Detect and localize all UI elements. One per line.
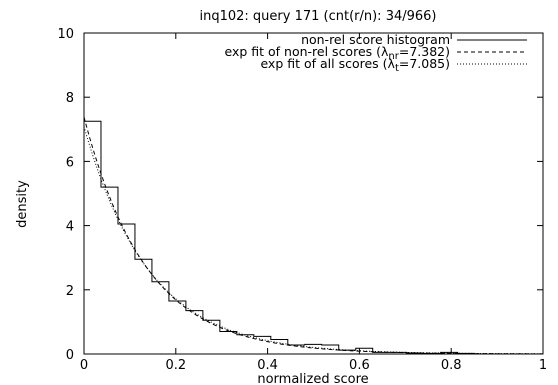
legend: non-rel score histogram exp fit of non-r… — [225, 32, 527, 74]
legend-label-histogram: non-rel score histogram — [301, 32, 450, 47]
y-tick-label: 2 — [66, 284, 74, 299]
histogram-bar — [220, 332, 237, 354]
plot-frame — [83, 32, 544, 355]
histogram-bar — [152, 282, 169, 354]
histogram-bar — [305, 344, 322, 354]
x-tick-label: 0 — [80, 358, 88, 373]
x-tick-label: 0.8 — [441, 358, 462, 373]
legend-label-all-fit: exp fit of all scores (λt=7.085) — [260, 56, 450, 74]
y-tick-label: 6 — [66, 155, 74, 170]
y-tick-label: 0 — [66, 348, 74, 363]
histogram-bar — [186, 311, 203, 354]
histogram-bar — [118, 224, 135, 354]
x-tick-label: 0.6 — [349, 358, 370, 373]
x-tick-label: 1 — [539, 358, 547, 373]
histogram-outline — [83, 120, 476, 354]
y-tick-label: 10 — [57, 27, 74, 42]
histogram-bar — [237, 335, 254, 354]
histogram — [83, 120, 476, 354]
histogram-bar — [203, 320, 220, 354]
fit-curves — [83, 116, 544, 355]
y-tick-label: 8 — [66, 91, 74, 106]
histogram-bar — [169, 301, 186, 354]
histogram-bar — [84, 121, 101, 354]
x-tick-label: 0.2 — [165, 358, 186, 373]
y-tick-label: 4 — [66, 220, 74, 235]
x-axis-label: normalized score — [257, 372, 368, 385]
histogram-bar — [135, 259, 152, 354]
legend-label-nonrel-fit: exp fit of non-rel scores (λnr=7.382) — [225, 44, 451, 62]
chart-title: inq102: query 171 (cnt(r/n): 34/966) — [199, 9, 436, 24]
nonrel-fit-curve — [83, 116, 543, 355]
y-axis-label: density — [15, 180, 30, 228]
all-fit-curve — [83, 126, 544, 355]
x-tick-label: 0.4 — [257, 358, 278, 373]
histogram-bar — [271, 340, 288, 354]
